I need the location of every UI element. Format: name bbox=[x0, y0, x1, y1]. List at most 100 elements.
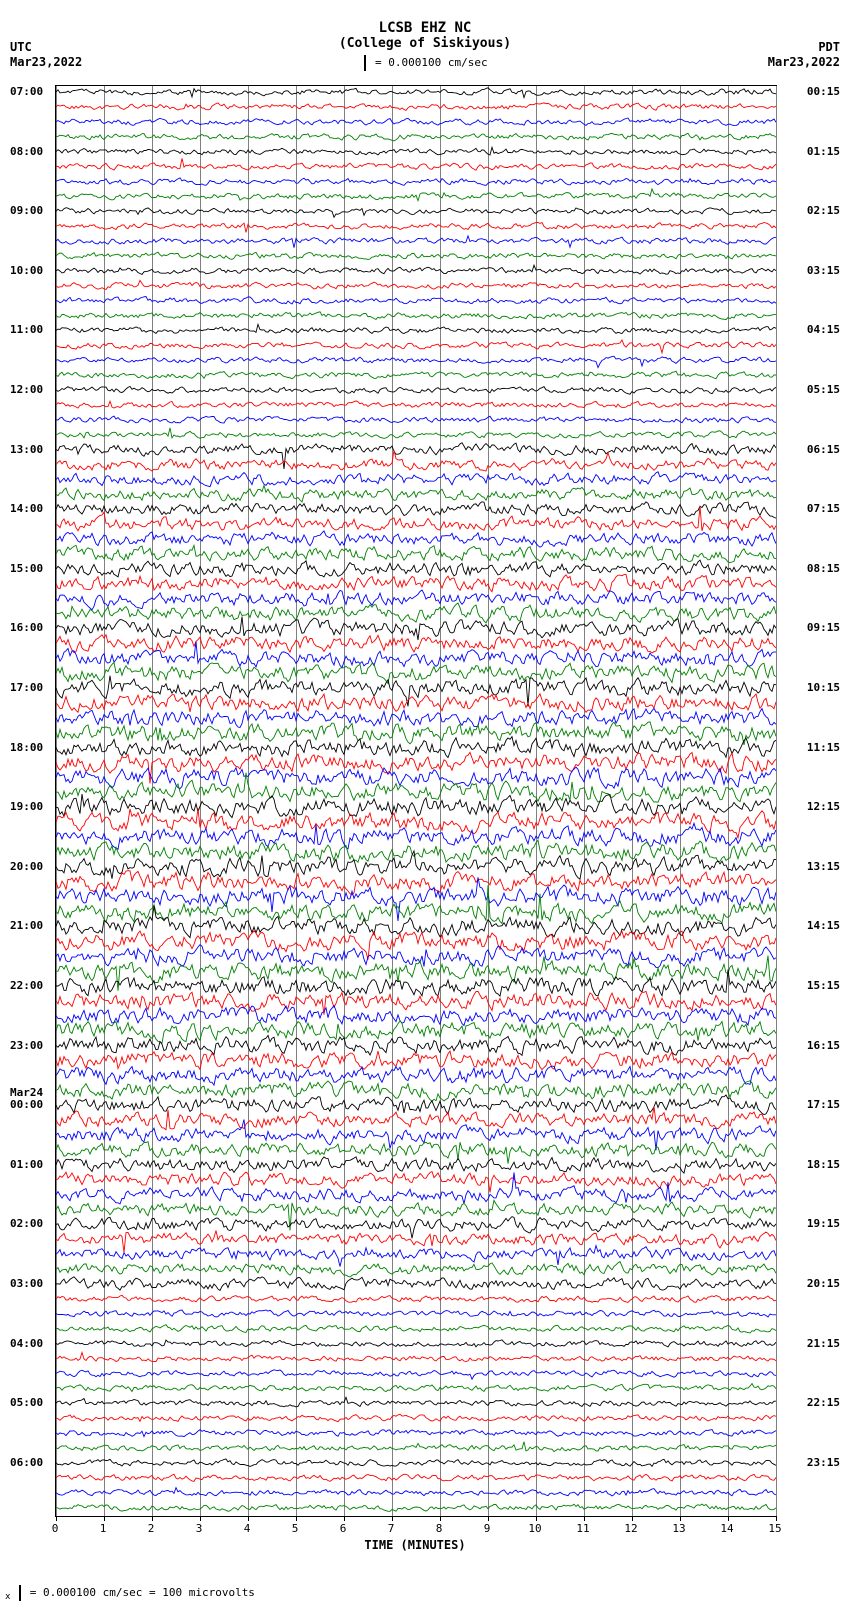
x-tick-mark bbox=[488, 1516, 489, 1521]
footer-scale-bar-icon bbox=[19, 1585, 21, 1601]
timezone-left: UTC bbox=[10, 40, 32, 54]
seismic-trace bbox=[56, 1172, 776, 1193]
utc-time-label: 15:00 bbox=[10, 562, 43, 575]
seismic-trace bbox=[56, 312, 776, 320]
x-tick-mark bbox=[392, 1516, 393, 1521]
seismic-trace bbox=[56, 737, 776, 758]
seismic-trace bbox=[56, 1442, 776, 1452]
timezone-right: PDT bbox=[818, 40, 840, 54]
x-tick-label: 11 bbox=[576, 1522, 589, 1535]
station-title: LCSB EHZ NC bbox=[0, 0, 850, 36]
x-tick-mark bbox=[440, 1516, 441, 1521]
seismic-trace bbox=[56, 1430, 776, 1437]
x-tick-mark bbox=[152, 1516, 153, 1521]
seismic-trace bbox=[56, 506, 776, 531]
x-tick-mark bbox=[728, 1516, 729, 1521]
utc-time-label: 02:00 bbox=[10, 1217, 43, 1230]
pdt-time-label: 23:15 bbox=[807, 1456, 840, 1469]
seismic-trace bbox=[56, 662, 776, 683]
scale-text: = 0.000100 cm/sec bbox=[375, 56, 488, 69]
seismic-trace bbox=[56, 1157, 776, 1173]
seismic-trace bbox=[56, 1262, 776, 1277]
pdt-time-label: 14:15 bbox=[807, 919, 840, 932]
seismic-trace bbox=[56, 1488, 776, 1496]
seismic-trace bbox=[56, 485, 776, 502]
pdt-time-label: 02:15 bbox=[807, 204, 840, 217]
seismic-trace bbox=[56, 324, 776, 333]
utc-time-label: 06:00 bbox=[10, 1456, 43, 1469]
footer-scale: x = 0.000100 cm/sec = 100 microvolts bbox=[5, 1585, 255, 1602]
pdt-time-label: 15:15 bbox=[807, 979, 840, 992]
seismic-trace bbox=[56, 1021, 776, 1043]
pdt-time-label: 13:15 bbox=[807, 860, 840, 873]
utc-time-label: 04:00 bbox=[10, 1337, 43, 1350]
seismic-trace bbox=[56, 1277, 776, 1291]
pdt-time-label: 17:15 bbox=[807, 1098, 840, 1111]
x-tick-label: 14 bbox=[720, 1522, 733, 1535]
x-tick-mark bbox=[104, 1516, 105, 1521]
x-tick-mark bbox=[584, 1516, 585, 1521]
utc-time-label: 18:00 bbox=[10, 741, 43, 754]
scale-indicator: = 0.000100 cm/sec bbox=[0, 55, 850, 71]
pdt-time-label: 05:15 bbox=[807, 383, 840, 396]
date-right: Mar23,2022 bbox=[768, 55, 840, 69]
utc-time-label: 03:00 bbox=[10, 1277, 43, 1290]
seismic-trace bbox=[56, 823, 776, 849]
pdt-time-label: 19:15 bbox=[807, 1217, 840, 1230]
x-tick-label: 5 bbox=[292, 1522, 299, 1535]
seismic-trace bbox=[56, 1414, 776, 1421]
utc-time-label: 09:00 bbox=[10, 204, 43, 217]
seismic-trace bbox=[56, 252, 776, 259]
x-tick-label: 2 bbox=[148, 1522, 155, 1535]
x-tick-label: 12 bbox=[624, 1522, 637, 1535]
grid-line bbox=[776, 86, 777, 1516]
seismic-trace bbox=[56, 208, 776, 218]
utc-time-label: 05:00 bbox=[10, 1396, 43, 1409]
trace-svg bbox=[56, 86, 776, 1516]
pdt-time-label: 16:15 bbox=[807, 1039, 840, 1052]
x-tick-label: 8 bbox=[436, 1522, 443, 1535]
seismic-trace bbox=[56, 1095, 776, 1115]
seismic-trace bbox=[56, 147, 776, 155]
pdt-time-label: 09:15 bbox=[807, 621, 840, 634]
utc-time-label: 17:00 bbox=[10, 681, 43, 694]
utc-time-label: 00:00 bbox=[10, 1098, 43, 1111]
x-tick-label: 3 bbox=[196, 1522, 203, 1535]
utc-time-label: 14:00 bbox=[10, 502, 43, 515]
seismic-trace bbox=[56, 133, 776, 141]
seismic-trace bbox=[56, 1120, 776, 1151]
utc-time-label: 07:00 bbox=[10, 85, 43, 98]
seismic-trace bbox=[56, 178, 776, 186]
pdt-time-label: 01:15 bbox=[807, 145, 840, 158]
seismic-trace bbox=[56, 590, 776, 610]
pdt-time-label: 06:15 bbox=[807, 443, 840, 456]
seismic-trace bbox=[56, 356, 776, 367]
seismic-trace bbox=[56, 1397, 776, 1407]
seismic-trace bbox=[56, 416, 776, 423]
utc-time-label: 01:00 bbox=[10, 1158, 43, 1171]
pdt-time-label: 20:15 bbox=[807, 1277, 840, 1290]
seismic-trace bbox=[56, 118, 776, 126]
x-tick-mark bbox=[296, 1516, 297, 1521]
scale-bar-icon bbox=[364, 55, 366, 71]
date-change-label: Mar24 bbox=[10, 1086, 43, 1099]
utc-time-label: 10:00 bbox=[10, 264, 43, 277]
utc-time-label: 16:00 bbox=[10, 621, 43, 634]
footer-text: = 0.000100 cm/sec = 100 microvolts bbox=[30, 1586, 255, 1599]
utc-time-label: 20:00 bbox=[10, 860, 43, 873]
seismic-trace bbox=[56, 103, 776, 111]
x-tick-mark bbox=[200, 1516, 201, 1521]
seismic-trace bbox=[56, 1325, 776, 1333]
utc-time-label: 11:00 bbox=[10, 323, 43, 336]
pdt-time-label: 12:15 bbox=[807, 800, 840, 813]
utc-time-label: 22:00 bbox=[10, 979, 43, 992]
seismic-trace bbox=[56, 1340, 776, 1347]
x-tick-mark bbox=[56, 1516, 57, 1521]
seismic-trace bbox=[56, 617, 776, 641]
utc-time-label: 13:00 bbox=[10, 443, 43, 456]
x-tick-label: 6 bbox=[340, 1522, 347, 1535]
seismic-trace bbox=[56, 1081, 776, 1101]
utc-time-label: 12:00 bbox=[10, 383, 43, 396]
seismic-trace bbox=[56, 1295, 776, 1302]
x-tick-label: 9 bbox=[484, 1522, 491, 1535]
